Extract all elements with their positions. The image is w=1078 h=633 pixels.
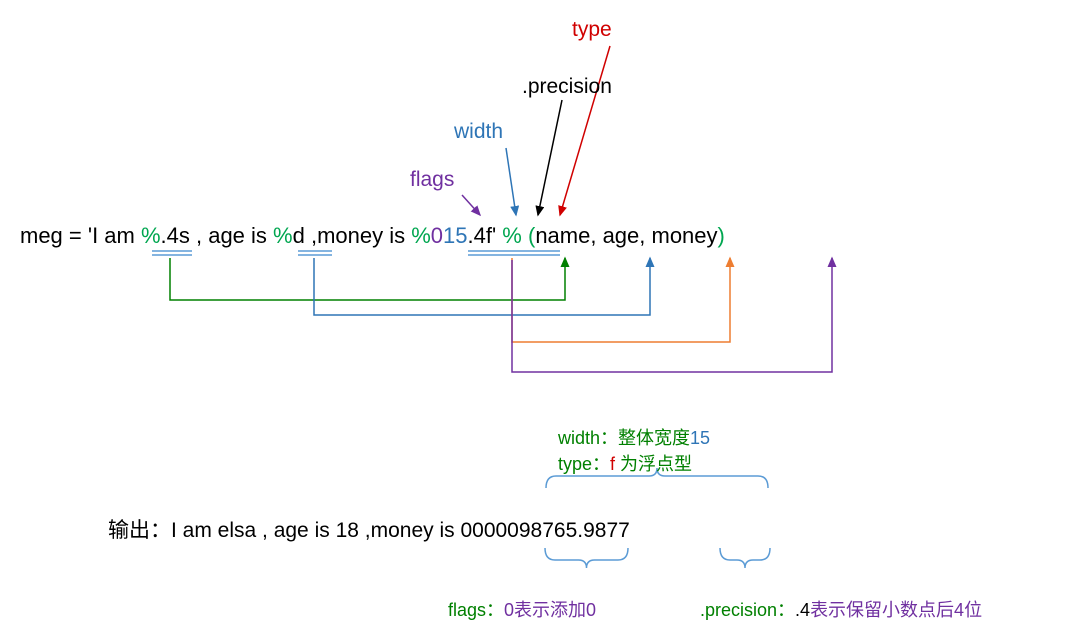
note-width: width：整体宽度15 [558, 424, 710, 450]
label-type: type [572, 18, 612, 42]
note-type: type：f 为浮点型 [558, 450, 692, 476]
format-string-code: meg = 'I am %.4s , age is %d ,money is %… [20, 223, 725, 249]
output-line: 输出：I am elsa , age is 18 ,money is 00000… [108, 514, 630, 544]
label-width: width [454, 120, 503, 144]
note-precision: .precision：.4表示保留小数点后4位 [700, 596, 982, 622]
label-precision: .precision [522, 75, 612, 99]
label-flags: flags [410, 168, 454, 192]
note-flags: flags：0表示添加0 [448, 596, 596, 622]
